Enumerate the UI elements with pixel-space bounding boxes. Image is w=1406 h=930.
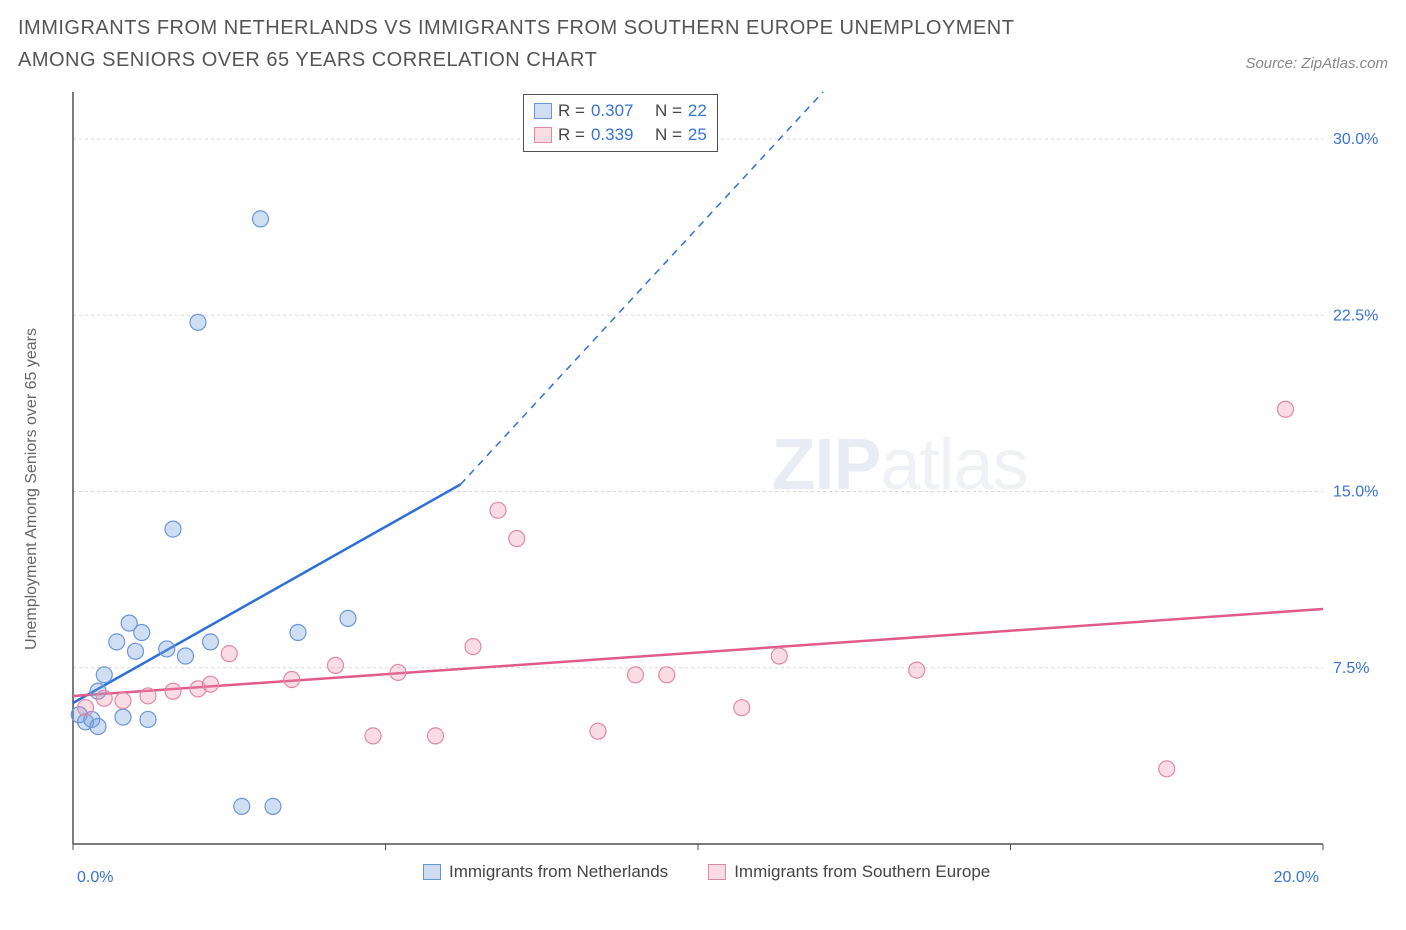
svg-text:22.5%: 22.5%: [1333, 307, 1378, 324]
series-legend-item: Immigrants from Netherlands: [423, 862, 668, 882]
correlation-legend: R = 0.307 N = 22R = 0.339 N = 25: [523, 94, 718, 152]
plot-area: Unemployment Among Seniors over 65 years…: [18, 84, 1388, 894]
svg-text:7.5%: 7.5%: [1333, 660, 1369, 677]
svg-text:0.0%: 0.0%: [77, 869, 113, 886]
y-axis-label: Unemployment Among Seniors over 65 years: [23, 328, 41, 650]
source-label: Source: ZipAtlas.com: [1245, 55, 1388, 76]
svg-text:15.0%: 15.0%: [1333, 484, 1378, 501]
legend-row: R = 0.307 N = 22: [534, 99, 707, 123]
legend-row: R = 0.339 N = 25: [534, 123, 707, 147]
series-legend-item: Immigrants from Southern Europe: [708, 862, 990, 882]
scatter-chart: 7.5% 15.0% 22.5% 30.0% 0.0% 20.0%: [18, 84, 1388, 894]
svg-text:30.0%: 30.0%: [1333, 131, 1378, 148]
chart-title: IMMIGRANTS FROM NETHERLANDS VS IMMIGRANT…: [18, 12, 1068, 76]
series-legend: Immigrants from Netherlands Immigrants fr…: [423, 862, 990, 882]
svg-text:20.0%: 20.0%: [1274, 869, 1319, 886]
chart-header: IMMIGRANTS FROM NETHERLANDS VS IMMIGRANT…: [18, 12, 1388, 76]
